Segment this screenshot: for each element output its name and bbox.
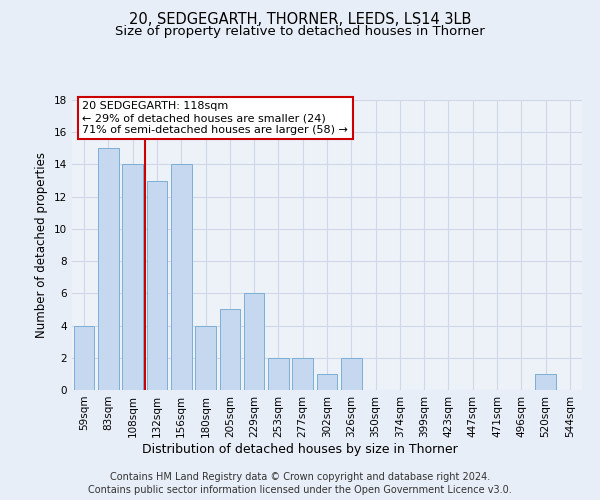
- Bar: [122, 164, 143, 390]
- Bar: [268, 358, 289, 390]
- Bar: [146, 180, 167, 390]
- Bar: [292, 358, 313, 390]
- Text: 20 SEDGEGARTH: 118sqm
← 29% of detached houses are smaller (24)
71% of semi-deta: 20 SEDGEGARTH: 118sqm ← 29% of detached …: [82, 102, 348, 134]
- Text: 20, SEDGEGARTH, THORNER, LEEDS, LS14 3LB: 20, SEDGEGARTH, THORNER, LEEDS, LS14 3LB: [129, 12, 471, 28]
- Bar: [341, 358, 362, 390]
- Text: Contains HM Land Registry data © Crown copyright and database right 2024.: Contains HM Land Registry data © Crown c…: [110, 472, 490, 482]
- Bar: [74, 326, 94, 390]
- Bar: [98, 148, 119, 390]
- Bar: [317, 374, 337, 390]
- Bar: [195, 326, 216, 390]
- Text: Contains public sector information licensed under the Open Government Licence v3: Contains public sector information licen…: [88, 485, 512, 495]
- Bar: [244, 294, 265, 390]
- Bar: [220, 310, 240, 390]
- Bar: [171, 164, 191, 390]
- Text: Size of property relative to detached houses in Thorner: Size of property relative to detached ho…: [115, 25, 485, 38]
- Y-axis label: Number of detached properties: Number of detached properties: [35, 152, 49, 338]
- Bar: [535, 374, 556, 390]
- Text: Distribution of detached houses by size in Thorner: Distribution of detached houses by size …: [142, 442, 458, 456]
